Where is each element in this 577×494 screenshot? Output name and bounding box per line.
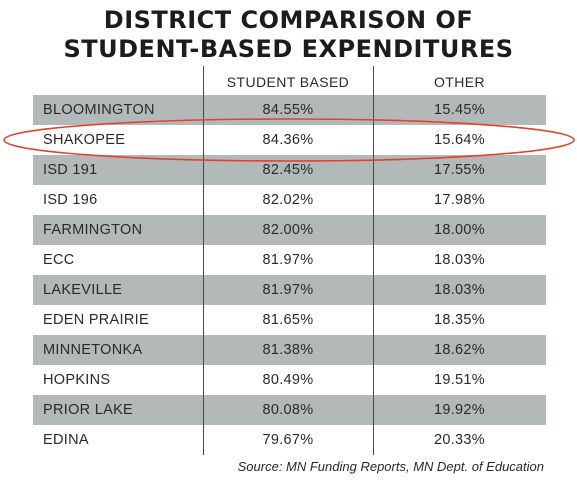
student-based-value: 81.97% (262, 252, 314, 268)
other-value: 15.45% (434, 102, 485, 118)
district-name: ECC (43, 252, 75, 268)
district-name: BLOOMINGTON (43, 102, 155, 118)
table-header: STUDENT BASED OTHER (33, 66, 546, 95)
district-name: MINNETONKA (43, 342, 143, 358)
table-row-prior-lake: PRIOR LAKE 80.08% 19.92% (33, 395, 546, 425)
other-value: 18.00% (434, 222, 485, 238)
other-value: 19.51% (434, 372, 485, 388)
table-row-lakeville: LAKEVILLE 81.97% 18.03% (33, 275, 546, 305)
table-body: BLOOMINGTON 84.55% 15.45% SHAKOPEE 84.36% 15.… (33, 95, 546, 455)
column-divider-2 (373, 66, 374, 455)
district-name: EDEN PRAIRIE (43, 312, 149, 328)
other-value: 18.35% (434, 312, 485, 328)
table-row-edina: EDINA 79.67% 20.33% (33, 425, 546, 455)
table-row-eden-prairie: EDEN PRAIRIE 81.65% 18.35% (33, 305, 546, 335)
district-name: FARMINGTON (43, 222, 143, 238)
table-row-isd-196: ISD 196 82.02% 17.98% (33, 185, 546, 215)
other-value: 17.98% (434, 192, 485, 208)
student-based-value: 84.55% (262, 102, 314, 118)
other-value: 19.92% (434, 402, 485, 418)
table-row-ecc: ECC 81.97% 18.03% (33, 245, 546, 275)
other-value: 18.03% (434, 282, 485, 298)
other-value: 18.03% (434, 252, 485, 268)
other-value: 20.33% (434, 432, 485, 448)
district-name: HOPKINS (43, 372, 111, 388)
student-based-value: 80.49% (262, 372, 314, 388)
chart-title-line-1: DISTRICT COMPARISON OF (103, 6, 474, 34)
other-value: 15.64% (434, 132, 485, 148)
district-name: LAKEVILLE (43, 282, 123, 298)
other-value: 18.62% (434, 342, 485, 358)
district-name: EDINA (43, 432, 89, 448)
chart-title-line-2: STUDENT-BASED EXPENDITURES (63, 35, 514, 63)
district-name: PRIOR LAKE (43, 402, 134, 418)
column-header-other: OTHER (434, 74, 485, 90)
source-note: Source: MN Funding Reports, MN Dept. of … (237, 459, 544, 474)
district-name: SHAKOPEE (43, 132, 126, 148)
table-row-shakopee: SHAKOPEE 84.36% 15.64% (33, 125, 546, 155)
column-header-student-based: STUDENT BASED (226, 74, 350, 90)
table-row-isd-191: ISD 191 82.45% 17.55% (33, 155, 546, 185)
student-based-value: 80.08% (262, 402, 314, 418)
student-based-value: 84.36% (262, 132, 314, 148)
table-row-hopkins: HOPKINS 80.49% 19.51% (33, 365, 546, 395)
table-row-farmington: FARMINGTON 82.00% 18.00% (33, 215, 546, 245)
other-value: 17.55% (434, 162, 485, 178)
student-based-value: 82.02% (262, 192, 314, 208)
chart-title: DISTRICT COMPARISON OF STUDENT-BASED EXP… (0, 6, 577, 64)
student-based-value: 81.38% (262, 342, 314, 358)
comparison-table: STUDENT BASED OTHER BLOOMINGTON 84.55% 15.… (33, 66, 546, 455)
district-name: ISD 191 (43, 162, 98, 178)
district-name: ISD 196 (43, 192, 98, 208)
student-based-value: 81.65% (262, 312, 314, 328)
student-based-value: 82.45% (262, 162, 314, 178)
table-row-bloomington: BLOOMINGTON 84.55% 15.45% (33, 95, 546, 125)
student-based-value: 81.97% (262, 282, 314, 298)
table-row-minnetonka: MINNETONKA 81.38% 18.62% (33, 335, 546, 365)
student-based-value: 79.67% (262, 432, 314, 448)
column-divider-1 (203, 66, 204, 455)
student-based-value: 82.00% (262, 222, 314, 238)
